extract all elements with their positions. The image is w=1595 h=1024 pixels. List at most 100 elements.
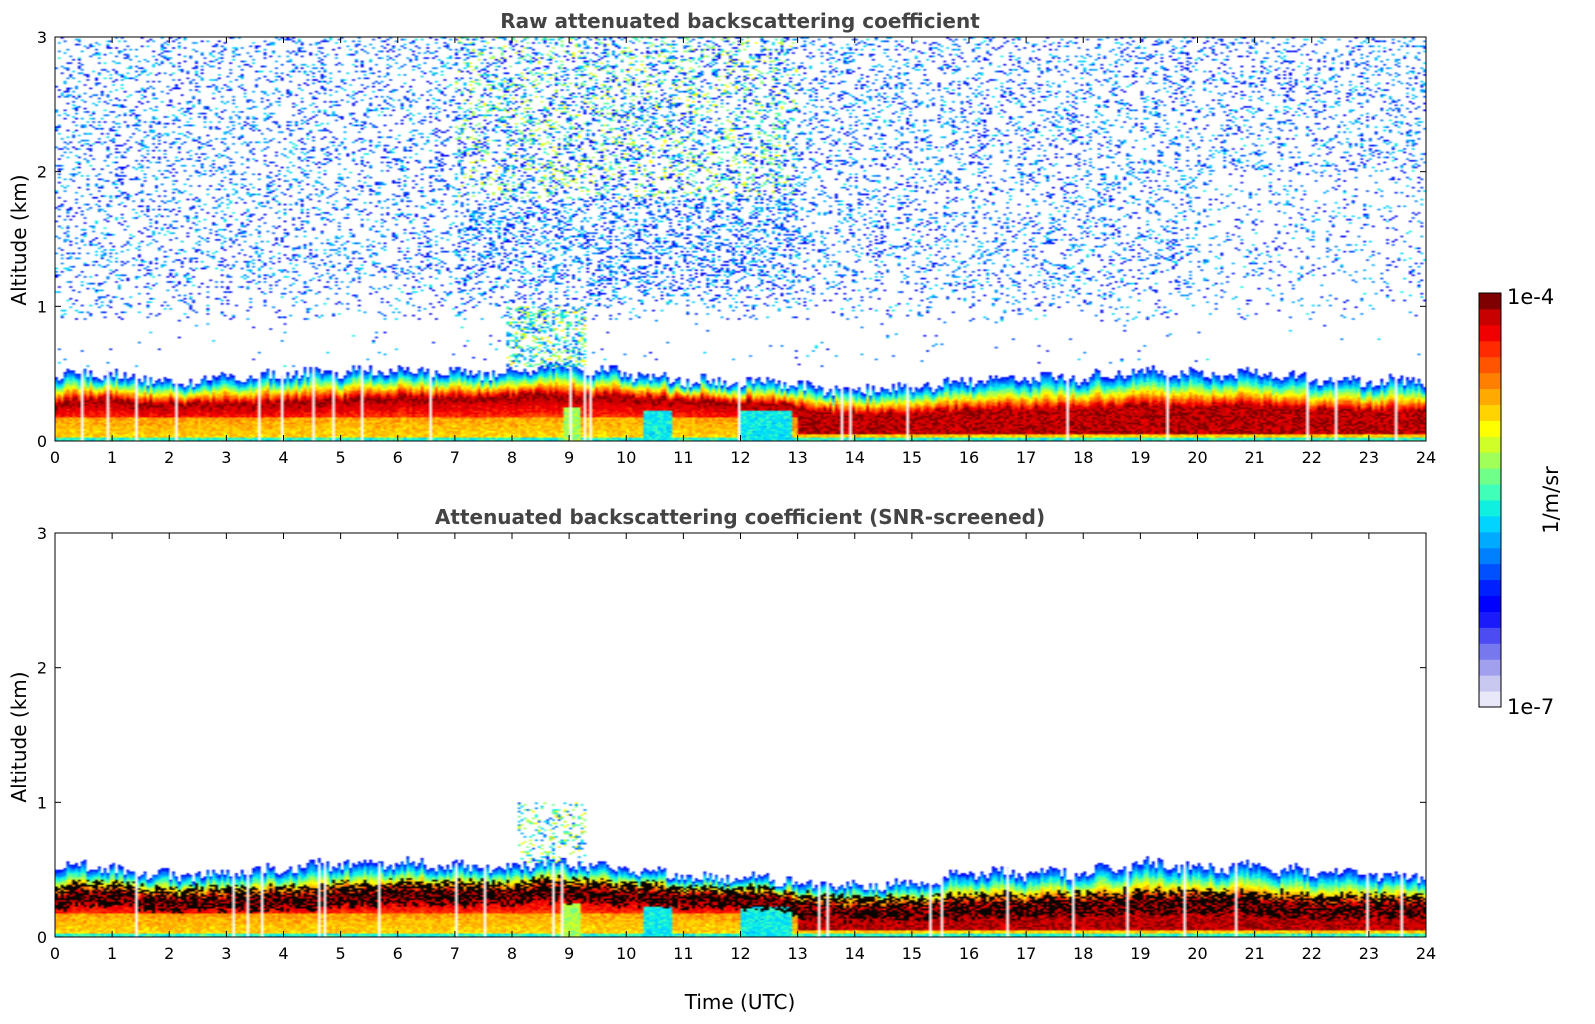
colorbar-swatch	[1479, 388, 1501, 405]
x-tick-label: 18	[1073, 944, 1093, 963]
colorbar-min-label: 1e-7	[1507, 695, 1554, 719]
x-tick-label: 4	[278, 944, 288, 963]
panel-title-screened: Attenuated backscattering coefficient (S…	[435, 505, 1045, 529]
x-tick-label: 1	[107, 944, 117, 963]
x-tick-label: 23	[1359, 944, 1379, 963]
colorbar-swatch	[1479, 627, 1501, 644]
colorbar-frame	[1478, 292, 1502, 708]
colorbar-swatch	[1479, 547, 1501, 565]
y-tick-label: 0	[37, 928, 47, 947]
x-tick-label: 10	[616, 944, 636, 963]
x-tick-label: 17	[1016, 448, 1036, 467]
x-tick-label: 20	[1187, 448, 1207, 467]
x-tick-label: 11	[673, 448, 693, 467]
x-tick-label: 6	[393, 448, 403, 467]
colorbar-swatch	[1479, 308, 1501, 326]
x-tick-label: 12	[730, 448, 750, 467]
x-tick-label: 11	[673, 944, 693, 963]
colorbar-swatch	[1479, 293, 1501, 310]
y-tick-label: 1	[37, 793, 47, 812]
colorbar-swatch	[1479, 643, 1501, 660]
plot-area-screened: 0 1 2 3 4 5 6 7 8 9 10 11 12 13 14 15 16 17 18 19 20 21 22 23 24…	[37, 524, 1436, 963]
x-axis-label: Time (UTC)	[684, 990, 796, 1014]
colorbar-swatch	[1479, 515, 1501, 533]
colorbar: 1e-4 1e-7 1/m/sr	[1478, 285, 1563, 719]
panel-title-raw: Raw attenuated backscattering coefficien…	[500, 9, 980, 33]
x-tick-label: 2	[164, 448, 174, 467]
x-tick-label: 13	[787, 448, 807, 467]
colorbar-swatch	[1479, 675, 1501, 692]
heatmap-raster	[55, 533, 1426, 937]
x-tick-label: 8	[507, 944, 517, 963]
colorbar-swatch	[1479, 531, 1501, 549]
colorbar-swatch	[1479, 340, 1501, 358]
colorbar-swatch	[1479, 468, 1501, 485]
x-tick-label: 1	[107, 448, 117, 467]
x-tick-label: 19	[1130, 448, 1150, 467]
x-tick-label: 24	[1416, 944, 1436, 963]
colorbar-swatch	[1479, 324, 1501, 342]
x-tick-label: 0	[50, 448, 60, 467]
x-tick-label: 19	[1130, 944, 1150, 963]
x-tick-label: 9	[564, 448, 574, 467]
x-tick-label: 20	[1187, 944, 1207, 963]
x-tick-label: 21	[1244, 944, 1264, 963]
x-tick-label: 5	[336, 944, 346, 963]
colorbar-swatch	[1479, 611, 1501, 628]
y-axis-label-screened: Altitude (km)	[7, 671, 31, 802]
y-axis-label-raw: Altitude (km)	[7, 174, 31, 305]
x-tick-label: 18	[1073, 448, 1093, 467]
colorbar-swatch	[1479, 691, 1501, 708]
x-tick-label: 0	[50, 944, 60, 963]
x-tick-label: 8	[507, 448, 517, 467]
x-tick-label: 13	[787, 944, 807, 963]
x-tick-label: 10	[616, 448, 636, 467]
colorbar-max-label: 1e-4	[1507, 285, 1554, 309]
colorbar-swatch	[1479, 372, 1501, 390]
colorbar-swatch	[1479, 500, 1501, 517]
x-tick-label: 14	[845, 944, 865, 963]
x-tick-label: 21	[1244, 448, 1264, 467]
colorbar-swatch	[1479, 452, 1501, 469]
x-tick-label: 24	[1416, 448, 1436, 467]
colorbar-unit-label: 1/m/sr	[1539, 466, 1563, 534]
x-tick-label: 3	[221, 448, 231, 467]
y-tick-label: 2	[37, 659, 47, 678]
x-tick-label: 14	[845, 448, 865, 467]
colorbar-swatch	[1479, 595, 1501, 612]
y-tick-label: 2	[37, 163, 47, 182]
panel-raw: Raw attenuated backscattering coefficien…	[7, 9, 1436, 467]
y-tick-label: 3	[37, 28, 47, 47]
x-tick-label: 12	[730, 944, 750, 963]
x-tick-label: 5	[336, 448, 346, 467]
x-tick-label: 16	[959, 944, 979, 963]
x-tick-label: 4	[278, 448, 288, 467]
colorbar-swatch	[1479, 356, 1501, 374]
colorbar-swatch	[1479, 420, 1501, 437]
colorbar-swatch	[1479, 659, 1501, 676]
colorbar-swatch	[1479, 484, 1501, 501]
x-tick-label: 7	[450, 448, 460, 467]
x-tick-label: 15	[902, 448, 922, 467]
x-tick-label: 2	[164, 944, 174, 963]
x-tick-label: 17	[1016, 944, 1036, 963]
x-tick-label: 22	[1302, 944, 1322, 963]
x-tick-label: 3	[221, 944, 231, 963]
y-tick-label: 0	[37, 432, 47, 451]
colorbar-swatch	[1479, 579, 1501, 597]
y-tick-label: 3	[37, 524, 47, 543]
x-tick-label: 7	[450, 944, 460, 963]
panel-screened: Attenuated backscattering coefficient (S…	[7, 505, 1436, 1014]
colorbar-swatch	[1479, 436, 1501, 453]
x-tick-label: 15	[902, 944, 922, 963]
colorbar-swatches	[1479, 293, 1501, 708]
heatmap-raster	[55, 37, 1426, 441]
x-tick-label: 9	[564, 944, 574, 963]
x-tick-label: 22	[1302, 448, 1322, 467]
plot-area-raw: 0 1 2 3 4 5 6 7 8 9 10 11 12 13 14 15 16 17 18 19 20 21 22 23 24…	[37, 28, 1436, 467]
colorbar-swatch	[1479, 404, 1501, 421]
x-tick-label: 16	[959, 448, 979, 467]
colorbar-swatch	[1479, 563, 1501, 581]
